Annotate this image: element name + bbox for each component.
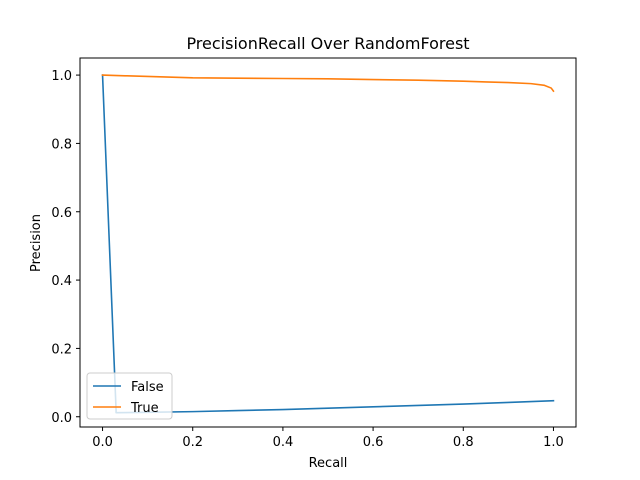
- series-line-true: [101, 74, 555, 93]
- x-tick-label: 0.6: [363, 435, 384, 450]
- legend: False True: [86, 372, 173, 420]
- y-axis: 0.0 0.2 0.4 0.6 0.8 1.0: [51, 69, 80, 426]
- y-tick-label: 0.4: [51, 274, 72, 289]
- x-axis: 0.0 0.2 0.4 0.6 0.8 1.0: [92, 427, 564, 450]
- y-tick-label: 0.6: [51, 206, 72, 221]
- y-tick-label: 1.0: [51, 69, 72, 84]
- x-axis-label: Recall: [309, 456, 348, 471]
- legend-label-true: True: [130, 401, 159, 416]
- x-tick-label: 0.2: [182, 435, 203, 450]
- y-tick-label: 0.8: [51, 137, 72, 152]
- chart-title: PrecisionRecall Over RandomForest: [186, 34, 469, 53]
- y-axis-label: Precision: [29, 214, 44, 272]
- legend-label-false: False: [131, 380, 164, 395]
- x-tick-label: 0.4: [273, 435, 294, 450]
- y-tick-label: 0.2: [51, 342, 72, 357]
- plot-frame: [79, 57, 577, 428]
- y-tick-label: 0.0: [51, 411, 72, 426]
- x-tick-label: 0.0: [92, 435, 113, 450]
- x-tick-label: 1.0: [543, 435, 564, 450]
- x-tick-label: 0.8: [453, 435, 474, 450]
